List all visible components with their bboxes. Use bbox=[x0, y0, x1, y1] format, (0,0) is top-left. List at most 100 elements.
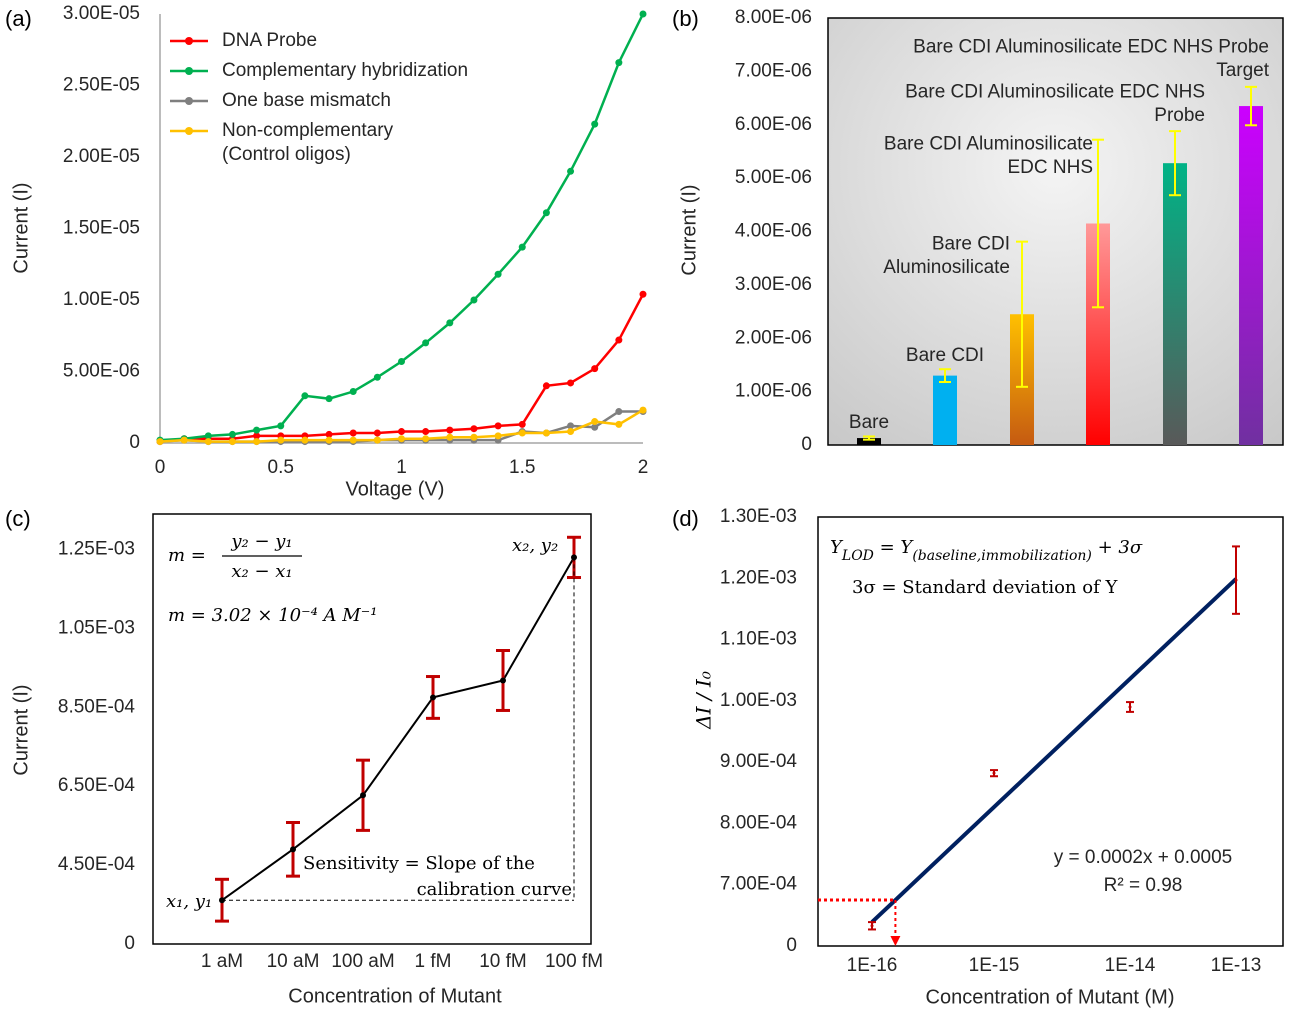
y-tick-label: 1.10E-03 bbox=[720, 629, 797, 650]
x-tick-label: 0.5 bbox=[268, 457, 294, 478]
series-point bbox=[494, 432, 502, 440]
y-tick-label: 1.00E-06 bbox=[735, 381, 812, 402]
legend-marker bbox=[185, 127, 193, 135]
text-line: Bare CDI bbox=[932, 233, 1010, 254]
series-point bbox=[591, 120, 599, 128]
series-point bbox=[591, 423, 599, 431]
bar bbox=[933, 375, 957, 445]
legend-label: One base mismatch bbox=[222, 90, 391, 111]
series-point bbox=[398, 435, 405, 443]
y-axis-title: Current (I) bbox=[10, 182, 32, 273]
series-point bbox=[639, 406, 647, 414]
text-line: Bare CDI Aluminosilicate EDC NHS bbox=[905, 81, 1205, 102]
bar-category-label: Bare CDI Aluminosilicate bbox=[883, 233, 1010, 278]
series-point bbox=[253, 426, 261, 434]
y-tick-label: 4.00E-06 bbox=[735, 221, 812, 242]
series-point bbox=[518, 420, 526, 428]
panel-label: (d) bbox=[672, 506, 699, 531]
x-tick-label: 1E-15 bbox=[969, 955, 1020, 976]
series-point bbox=[325, 436, 333, 444]
data-point bbox=[870, 924, 874, 928]
y-tick-label: 4.50E-04 bbox=[58, 854, 136, 875]
formula-lhs: m = bbox=[168, 545, 206, 566]
y-tick-label: 2.00E-05 bbox=[63, 146, 140, 167]
slope-value: m = 3.02 × 10⁻⁴ A M⁻¹ bbox=[168, 605, 377, 626]
formula-denominator: x₂ − x₁ bbox=[231, 561, 292, 582]
y-tick-label: 7.00E-06 bbox=[735, 60, 812, 81]
y-tick-label: 2.00E-06 bbox=[735, 327, 812, 348]
x-tick-label: 1E-14 bbox=[1105, 955, 1156, 976]
y-tick-label: 8.00E-06 bbox=[735, 7, 812, 28]
series-point bbox=[398, 357, 405, 365]
y-tick-label: 0 bbox=[129, 432, 140, 453]
series-point bbox=[325, 395, 333, 403]
series-point bbox=[422, 339, 430, 347]
series-point bbox=[639, 290, 647, 298]
bar bbox=[1163, 163, 1187, 445]
bar-category-label: Bare CDI Aluminosilicate EDC NHS Probe Ta… bbox=[913, 36, 1270, 81]
y-tick-label: 3.00E-05 bbox=[63, 3, 140, 24]
y-axis-title: ΔI / I₀ bbox=[692, 671, 716, 730]
bar bbox=[857, 438, 881, 445]
point-label: x₁, y₁ bbox=[166, 891, 212, 912]
equation-part: (baseline,immobilization) bbox=[912, 548, 1092, 564]
series-point bbox=[290, 846, 296, 853]
panel-label: (a) bbox=[5, 6, 32, 31]
series-line bbox=[221, 556, 575, 902]
series-point bbox=[446, 426, 454, 434]
y-tick-label: 0 bbox=[786, 935, 797, 956]
bar-category-label: Bare CDI Aluminosilicate EDC NHS Probe bbox=[905, 81, 1205, 126]
series-point bbox=[360, 792, 366, 799]
fit-line bbox=[870, 577, 1238, 924]
text-line: Bare CDI Aluminosilicate EDC NHS Probe bbox=[913, 36, 1269, 57]
series-point bbox=[422, 428, 430, 436]
y-axis-title: Current (I) bbox=[10, 684, 32, 775]
formula-numerator: y₂ − y₁ bbox=[230, 531, 292, 552]
y-tick-label: 7.00E-04 bbox=[720, 874, 798, 895]
bar-category-label: Bare bbox=[849, 412, 889, 433]
y-tick-label: 1.20E-03 bbox=[720, 567, 797, 588]
data-point bbox=[1128, 705, 1132, 709]
series-point bbox=[494, 270, 502, 278]
x-tick-label: 10 fM bbox=[479, 951, 527, 972]
equation-part: LOD bbox=[841, 548, 874, 564]
r-squared: R² = 0.98 bbox=[1104, 875, 1183, 896]
y-tick-label: 3.00E-06 bbox=[735, 274, 812, 295]
series-point bbox=[422, 435, 430, 443]
series-point bbox=[253, 432, 261, 440]
series-point bbox=[349, 429, 357, 437]
text-line: Target bbox=[1216, 60, 1270, 81]
series-point bbox=[470, 296, 478, 304]
y-tick-label: 0 bbox=[124, 933, 135, 954]
series-point bbox=[518, 429, 526, 437]
lod-equation: YLOD = Y(baseline,immobilization) + 3σ bbox=[830, 537, 1143, 564]
series-point bbox=[156, 438, 164, 446]
series-point bbox=[253, 438, 261, 446]
x-tick-label: 100 aM bbox=[331, 951, 394, 972]
y-tick-label: 0 bbox=[801, 434, 812, 455]
series-point bbox=[567, 379, 575, 387]
data-point bbox=[992, 771, 996, 775]
bar bbox=[1239, 106, 1263, 445]
series-point bbox=[430, 694, 436, 701]
y-tick-label: 1.05E-03 bbox=[58, 617, 135, 638]
series-point bbox=[398, 428, 405, 436]
series-point bbox=[277, 422, 285, 430]
legend-label: Complementary hybridization bbox=[222, 60, 468, 81]
y-tick-label: 6.50E-04 bbox=[58, 775, 136, 796]
fit-equation: y = 0.0002x + 0.0005 bbox=[1054, 847, 1233, 868]
series-point bbox=[542, 382, 550, 390]
series-point bbox=[228, 438, 236, 446]
x-tick-label: 1E-13 bbox=[1211, 955, 1262, 976]
legend-marker bbox=[185, 67, 193, 75]
series-point bbox=[180, 436, 188, 444]
series-point bbox=[591, 365, 599, 373]
x-tick-label: 1.5 bbox=[509, 457, 535, 478]
series-point bbox=[446, 433, 454, 441]
series-point bbox=[518, 243, 526, 251]
x-tick-label: 1 fM bbox=[415, 951, 452, 972]
x-tick-label: 2 bbox=[638, 457, 649, 478]
series-point bbox=[639, 10, 647, 18]
series-point bbox=[470, 433, 478, 441]
series-point bbox=[277, 436, 285, 444]
